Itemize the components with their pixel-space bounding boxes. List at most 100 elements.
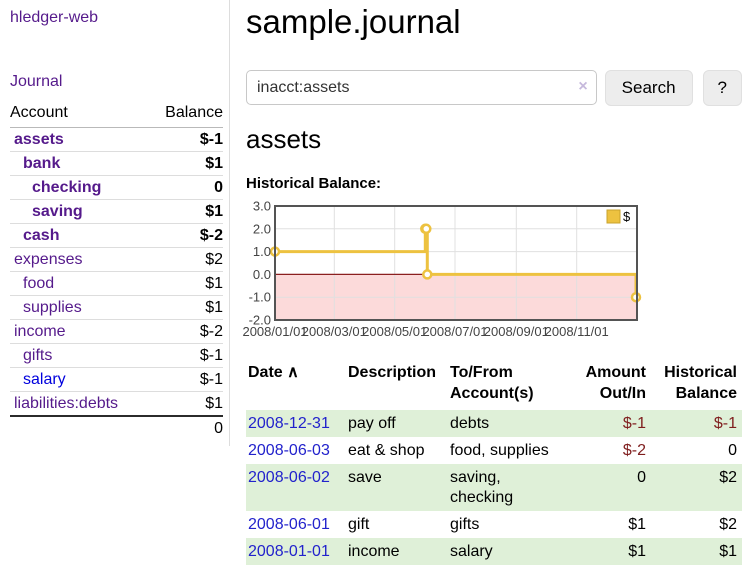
accounts-total-spacer bbox=[10, 415, 149, 440]
transaction-date-link[interactable]: 2008-01-01 bbox=[248, 543, 330, 560]
accounts-header-account: Account bbox=[10, 103, 149, 128]
account-balance: $1 bbox=[148, 391, 223, 416]
register-header-balance: Historical Balance bbox=[664, 364, 737, 402]
register-header-amount: Amount Out/In bbox=[585, 364, 646, 402]
svg-text:3.0: 3.0 bbox=[253, 199, 271, 214]
sort-asc-icon: ∧ bbox=[287, 364, 299, 381]
account-balance: $1 bbox=[148, 271, 223, 296]
account-row: saving $1 bbox=[10, 199, 223, 224]
account-row: checking 0 bbox=[10, 175, 223, 200]
historical-balance-chart: $3.0 2.0 1.0 0.0 -1.0 -2.0 2008/01/01 2008/03/0… bbox=[242, 198, 742, 346]
accounts-header-balance: Balance bbox=[148, 103, 223, 128]
register-cell-balance: 0 bbox=[728, 442, 737, 459]
register-cell-tofrom: saving, checking bbox=[450, 469, 514, 506]
svg-text:-2.0: -2.0 bbox=[249, 313, 271, 328]
account-row: assets $-1 bbox=[10, 128, 223, 152]
register-cell-date: 2008-01-01 bbox=[246, 538, 346, 565]
account-balance: $1 bbox=[148, 151, 223, 176]
register-header-date-label: Date bbox=[248, 364, 283, 381]
register-cell-tofrom: debts bbox=[450, 415, 490, 432]
accounts-balance-table: Account Balance assets $-1 bank $1 checking 0… bbox=[10, 103, 223, 440]
transaction-date-link[interactable]: 2008-06-01 bbox=[248, 516, 330, 533]
account-balance: $-1 bbox=[199, 131, 223, 148]
account-balance: $-2 bbox=[148, 223, 223, 248]
register-cell-balance: $-1 bbox=[713, 415, 737, 432]
page-title: sample.journal bbox=[246, 3, 461, 40]
clear-search-icon[interactable]: × bbox=[578, 78, 588, 95]
register-header-row: Date ∧ Description To/From Account(s) Am… bbox=[246, 362, 742, 410]
transaction-date-link[interactable]: 2008-06-02 bbox=[248, 469, 330, 486]
register-row: 2008-06-03 eat & shop food, supplies $-2 0 bbox=[246, 437, 742, 464]
account-title: assets bbox=[246, 124, 322, 154]
transaction-date-link[interactable]: 2008-12-31 bbox=[248, 415, 330, 432]
register-cell-tofrom: food, supplies bbox=[450, 442, 549, 459]
account-link-bank[interactable]: bank bbox=[23, 155, 61, 172]
app-brand-link[interactable]: hledger-web bbox=[10, 9, 99, 26]
register-cell-tofrom: gifts bbox=[450, 516, 480, 533]
register-table-body: 2008-12-31 pay off debts $-1 $-1 2008-06-03 ea… bbox=[246, 410, 742, 565]
svg-text:2008/01/01: 2008/01/01 bbox=[242, 324, 307, 339]
svg-text:1.0: 1.0 bbox=[253, 244, 271, 259]
account-link-checking[interactable]: checking bbox=[32, 179, 102, 196]
accounts-table-header-row: Account Balance bbox=[10, 103, 223, 128]
search-button[interactable]: Search bbox=[604, 70, 693, 106]
register-cell-amount: 0 bbox=[637, 469, 646, 486]
account-row: income $-2 bbox=[10, 319, 223, 344]
register-header-description: Description bbox=[348, 364, 437, 381]
account-link-income[interactable]: income bbox=[14, 323, 66, 340]
account-balance: $1 bbox=[148, 199, 223, 224]
accounts-total-balance: 0 bbox=[148, 415, 223, 440]
account-link-expenses[interactable]: expenses bbox=[14, 251, 83, 268]
search-form: × Search ? bbox=[246, 70, 742, 106]
register-table: Date ∧ Description To/From Account(s) Am… bbox=[246, 362, 742, 565]
register-cell-amount: $-2 bbox=[622, 442, 646, 459]
register-row: 2008-12-31 pay off debts $-1 $-1 bbox=[246, 410, 742, 437]
register-cell-date: 2008-06-01 bbox=[246, 511, 346, 538]
register-cell-description: save bbox=[348, 469, 382, 486]
register-cell-description: eat & shop bbox=[348, 442, 425, 459]
account-link-supplies[interactable]: supplies bbox=[23, 299, 82, 316]
svg-text:-1.0: -1.0 bbox=[249, 290, 271, 305]
account-link-gifts[interactable]: gifts bbox=[23, 347, 53, 364]
svg-text:0.0: 0.0 bbox=[253, 267, 271, 282]
account-row: supplies $1 bbox=[10, 295, 223, 320]
account-balance: $2 bbox=[148, 247, 223, 272]
sidebar-item-journal[interactable]: Journal bbox=[10, 73, 63, 90]
register-cell-description: pay off bbox=[348, 415, 396, 432]
register-cell-tofrom: salary bbox=[450, 543, 493, 560]
account-balance: $1 bbox=[148, 295, 223, 320]
account-link-cash[interactable]: cash bbox=[23, 227, 60, 244]
help-button[interactable]: ? bbox=[702, 70, 742, 106]
transaction-date-link[interactable]: 2008-06-03 bbox=[248, 442, 330, 459]
register-cell-date: 2008-06-03 bbox=[246, 437, 346, 464]
register-header-date[interactable]: Date ∧ bbox=[246, 362, 346, 410]
account-row: liabilities:debts $1 bbox=[10, 391, 223, 416]
account-balance: $-2 bbox=[148, 319, 223, 344]
account-row: salary $-1 bbox=[10, 367, 223, 392]
account-link-liabilities-debts[interactable]: liabilities:debts bbox=[14, 395, 119, 412]
svg-text:2008/09/01: 2008/09/01 bbox=[484, 324, 549, 339]
register-cell-amount: $-1 bbox=[622, 415, 646, 432]
register-header-tofrom: To/From Account(s) bbox=[450, 364, 534, 402]
search-input[interactable] bbox=[246, 70, 597, 105]
search-box: × bbox=[246, 70, 597, 105]
account-row: food $1 bbox=[10, 271, 223, 296]
svg-text:2.0: 2.0 bbox=[253, 221, 271, 236]
account-row: gifts $-1 bbox=[10, 343, 223, 368]
register-row: 2008-06-02 save saving, checking 0 $2 bbox=[246, 464, 742, 511]
account-link-salary[interactable]: salary bbox=[23, 371, 66, 388]
svg-text:2008/05/01: 2008/05/01 bbox=[362, 324, 427, 339]
account-balance: $-1 bbox=[148, 367, 223, 392]
register-row: 2008-01-01 income salary $1 $1 bbox=[246, 538, 742, 565]
svg-text:2008/11/01: 2008/11/01 bbox=[545, 324, 609, 339]
register-cell-amount: $1 bbox=[628, 543, 646, 560]
account-row: expenses $2 bbox=[10, 247, 223, 272]
register-cell-description: gift bbox=[348, 516, 370, 533]
account-link-saving[interactable]: saving bbox=[32, 203, 83, 220]
account-row: bank $1 bbox=[10, 151, 223, 176]
accounts-table-body: assets $-1 bank $1 checking 0 saving $1 cash $-2 e… bbox=[10, 128, 223, 416]
account-link-assets[interactable]: assets bbox=[14, 131, 64, 148]
sidebar: hledger-web Journal Account Balance asse… bbox=[0, 0, 230, 446]
svg-text:$: $ bbox=[623, 209, 631, 224]
account-link-food[interactable]: food bbox=[23, 275, 55, 292]
